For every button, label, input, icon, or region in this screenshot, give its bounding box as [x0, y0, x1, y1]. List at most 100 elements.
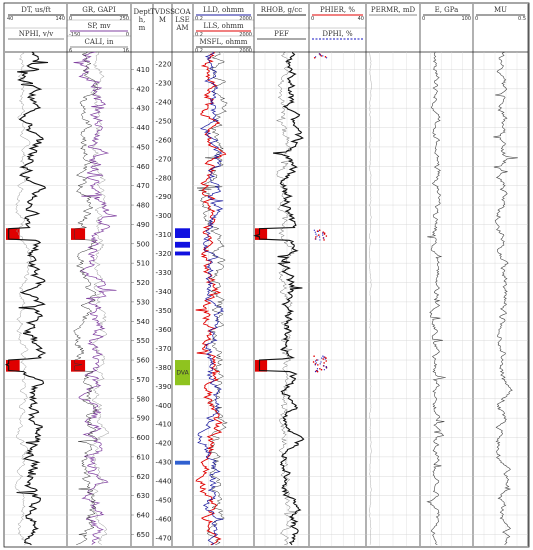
dphi-point	[320, 361, 322, 363]
reservoir-fill	[6, 360, 20, 372]
curve-name: LLS, ohmm	[203, 22, 244, 30]
phier-point	[325, 357, 327, 359]
depth-tick-label: 570	[136, 376, 149, 384]
dphi-point	[314, 364, 316, 366]
depth-track-title: m	[139, 24, 146, 32]
scale-max: 250	[119, 16, 129, 22]
rhob-curve	[252, 51, 305, 546]
depth-tick-label: 530	[136, 298, 149, 306]
cali-curve	[89, 51, 110, 545]
tvdss-tick-label: -430	[156, 459, 172, 467]
zone-marker	[175, 228, 190, 238]
scale-min: -150	[69, 32, 80, 38]
reservoir-fill	[71, 228, 86, 240]
phier-point	[313, 57, 316, 59]
depth-tick-label: 480	[136, 202, 149, 210]
mu-curve	[493, 51, 518, 546]
tvdss-tick-label: -340	[156, 288, 172, 296]
curve-name: CALI, in	[84, 38, 114, 46]
depth-tick-label: 630	[136, 492, 149, 500]
dphi-point	[317, 359, 319, 361]
phier-point	[323, 362, 325, 364]
scale-min: 0.2	[195, 48, 203, 54]
phier-point	[317, 234, 320, 236]
scale-min: 0	[69, 16, 72, 22]
dphi-point	[323, 369, 325, 371]
dphi-point	[322, 355, 324, 357]
dphi-point	[315, 362, 317, 364]
phier-point	[325, 360, 328, 362]
dphi-point	[314, 231, 316, 233]
depth-tick-label: 520	[136, 279, 149, 287]
depth-tick-label: 420	[136, 85, 149, 93]
curve-name: DPHI, %	[322, 30, 353, 38]
depth-tick-label: 610	[136, 453, 149, 461]
tvdss-tick-label: -230	[156, 79, 172, 87]
depth-track-title: Dept	[133, 8, 150, 16]
dphi-point	[325, 367, 328, 369]
curve-name: GR, GAPI	[82, 6, 116, 14]
scale-max: 2000	[239, 48, 252, 54]
depth-tick-label: 450	[136, 143, 149, 151]
phier-point	[318, 229, 321, 232]
reservoir-fill	[255, 360, 268, 372]
phier-point	[320, 368, 323, 371]
dphi-point	[318, 236, 321, 238]
dphi-point	[316, 235, 318, 237]
dphi-point	[322, 234, 324, 236]
depth-tick-label: 590	[136, 415, 149, 423]
dphi-point	[321, 357, 323, 359]
depth-tick-label: 410	[136, 66, 149, 74]
scale-min: 0	[422, 16, 425, 22]
phier-point	[312, 361, 315, 363]
tvdss-tick-label: -450	[156, 497, 172, 505]
depth-tick-label: 620	[136, 473, 149, 481]
scale-max: 2000	[239, 16, 252, 22]
dphi-point	[319, 239, 321, 241]
scale-max: 100	[461, 16, 471, 22]
curve-name: MSFL, ohmm	[200, 38, 248, 46]
phier-point	[315, 359, 318, 361]
sp-curve	[73, 51, 117, 545]
dt-curve	[4, 51, 49, 546]
curve-name: DT, us/ft	[21, 6, 51, 14]
zone-marker	[175, 251, 190, 256]
tvdss-tick-label: -300	[156, 212, 172, 220]
depth-tick-label: 560	[136, 357, 149, 365]
dphi-point	[323, 356, 325, 358]
permr-curve	[368, 51, 372, 545]
dphi-point	[323, 365, 325, 367]
phier-point	[325, 235, 328, 237]
depth-tick-label: 550	[136, 337, 149, 345]
scale-max: 0	[126, 32, 129, 38]
dphi-point	[314, 360, 317, 362]
tvdss-tick-label: -260	[156, 136, 172, 144]
scale-max: 0.5	[518, 16, 526, 22]
dphi-point	[323, 237, 325, 239]
dphi-point	[315, 238, 317, 240]
depth-tick-label: 600	[136, 434, 149, 442]
scale-min: 0.2	[195, 32, 203, 38]
tvdss-tick-label: -420	[156, 440, 172, 448]
reservoir-fill	[6, 228, 20, 240]
depth-tick-label: 580	[136, 395, 149, 403]
tvdss-track-title: TVDSS	[150, 8, 175, 16]
tvdss-tick-label: -220	[156, 61, 172, 69]
depth-tick-label: 640	[136, 512, 149, 520]
zone-marker	[175, 241, 190, 248]
phier-point	[324, 56, 327, 58]
phier-point	[323, 239, 325, 241]
tvdss-tick-label: -370	[156, 345, 172, 353]
scale-max: 2000	[239, 32, 252, 38]
lls-curve	[195, 51, 227, 546]
gr-curve	[73, 51, 98, 546]
tvdss-tick-label: -360	[156, 326, 172, 334]
zone-marker	[175, 360, 190, 386]
curve-name: PERMR, mD	[371, 6, 416, 14]
zone-track-title: AM	[175, 24, 188, 32]
phier-point	[317, 364, 319, 366]
dphi-point	[322, 232, 324, 234]
scale-min: 0	[311, 16, 314, 22]
tvdss-tick-label: -390	[156, 383, 172, 391]
